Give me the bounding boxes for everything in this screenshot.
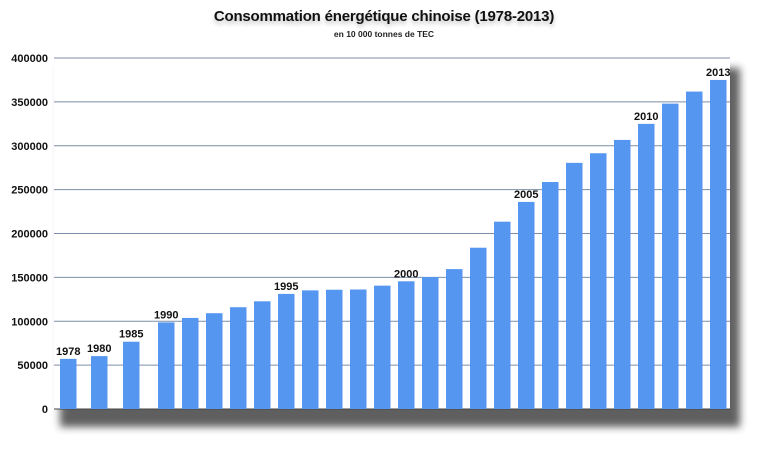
bar-label-1985: 1985 <box>119 329 143 341</box>
bar-1994 <box>254 301 271 409</box>
bar-1991 <box>182 317 199 409</box>
bar-2012 <box>686 91 703 409</box>
bar-2010 <box>638 123 655 409</box>
bar-2011 <box>662 103 679 410</box>
y-tick-label: 350000 <box>11 97 48 109</box>
bar-label-1978: 1978 <box>56 346 80 358</box>
bar-2002 <box>446 269 463 409</box>
bar-1999 <box>374 285 391 409</box>
bar-2001 <box>422 277 439 409</box>
bar-2008 <box>590 153 607 409</box>
y-tick-label: 150000 <box>11 272 48 284</box>
bar-label-1995: 1995 <box>274 281 298 293</box>
bar-1985 <box>123 341 140 409</box>
bar-2007 <box>566 162 583 409</box>
bar-label-2013: 2013 <box>706 67 730 79</box>
bar-1998 <box>350 289 367 409</box>
bar-2004 <box>494 221 511 409</box>
bar-1995 <box>278 293 295 409</box>
y-tick-label: 300000 <box>11 141 48 153</box>
bar-2000 <box>398 281 415 409</box>
y-tick-label: 0 <box>42 404 48 416</box>
bar-2003 <box>470 247 487 409</box>
bar-1993 <box>230 307 247 409</box>
bar-1992 <box>206 313 223 409</box>
y-tick-label: 250000 <box>11 185 48 197</box>
bar-2006 <box>542 182 559 409</box>
y-tick-label: 50000 <box>17 360 48 372</box>
y-tick-label: 100000 <box>11 316 48 328</box>
bar-1980 <box>91 356 108 409</box>
chart-subtitle: en 10 000 tonnes de TEC <box>333 29 435 39</box>
bar-1990 <box>158 322 175 409</box>
bar-2013 <box>710 79 727 409</box>
bar-2005 <box>518 201 535 409</box>
y-tick-label: 400000 <box>11 53 48 65</box>
bar-1996 <box>302 290 319 409</box>
bar-1978 <box>60 358 77 409</box>
bar-label-2000: 2000 <box>394 268 418 280</box>
y-tick-label: 200000 <box>11 229 48 241</box>
bar-label-1980: 1980 <box>87 343 111 355</box>
bar-1997 <box>326 289 343 409</box>
bar-label-2005: 2005 <box>514 189 538 201</box>
chart-title: Consommation énergétique chinoise (1978-… <box>213 8 555 25</box>
bar-label-1990: 1990 <box>154 309 178 321</box>
bar-label-2010: 2010 <box>634 111 658 123</box>
bar-2009 <box>614 139 631 410</box>
